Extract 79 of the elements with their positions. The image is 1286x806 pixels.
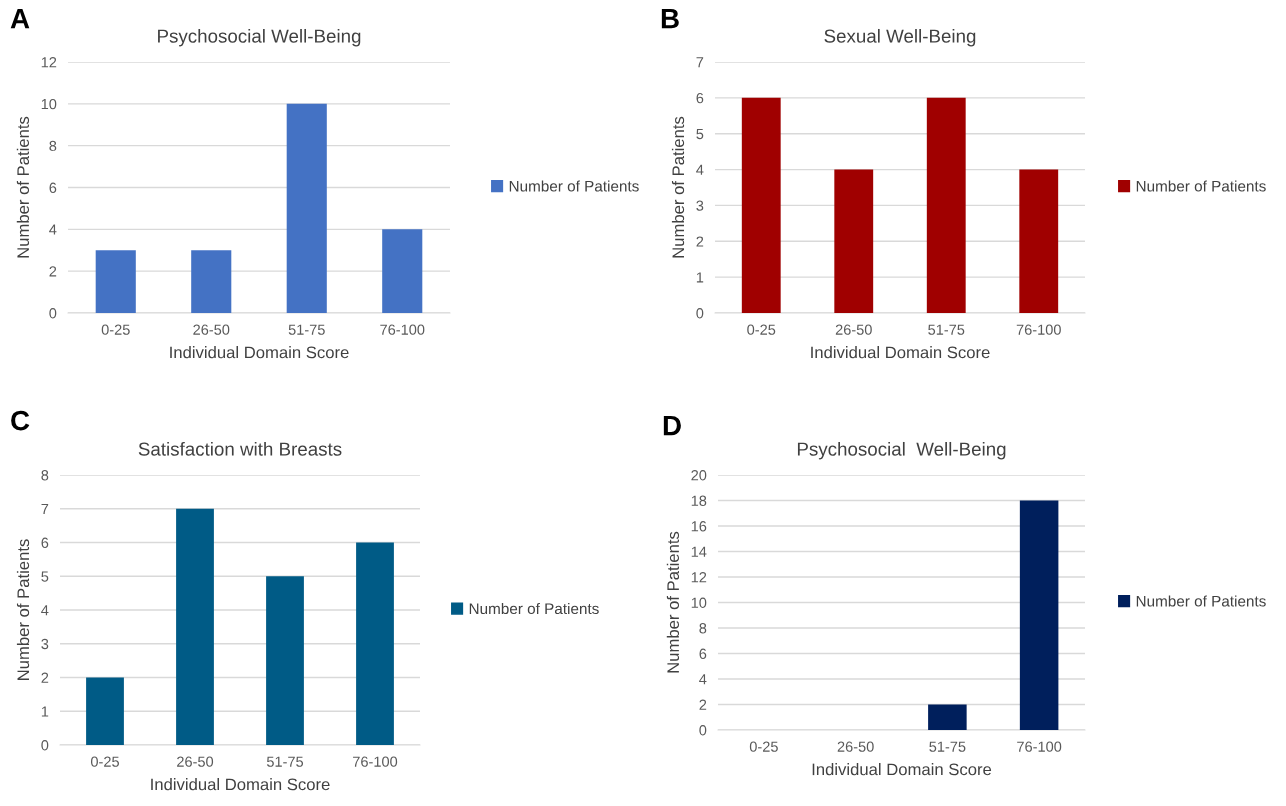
y-tick-label: 6	[49, 182, 57, 193]
y-tick-label: 0	[49, 308, 57, 319]
x-axis-title: Individual Domain Score	[170, 346, 349, 359]
y-tick-label: 20	[691, 470, 707, 481]
y-tick-label: 2	[699, 699, 707, 710]
y-tick-label: 10	[691, 597, 707, 608]
y-tick-label: 6	[41, 537, 49, 548]
y-tick-label: 5	[696, 128, 704, 140]
x-axis-title: Individual Domain Score	[811, 346, 990, 359]
bar	[191, 250, 232, 313]
y-tick-label: 0	[41, 740, 49, 751]
legend-label: Number of Patients	[1136, 595, 1266, 607]
x-tick-label: 26-50	[837, 741, 874, 752]
bar	[86, 677, 124, 745]
y-tick-label: 6	[699, 648, 707, 659]
y-tick-label: 4	[49, 224, 57, 235]
y-tick-label: 10	[41, 98, 57, 110]
bar	[382, 229, 423, 313]
y-tick-label: 4	[41, 605, 49, 616]
y-tick-label: 18	[691, 495, 707, 506]
y-tick-label: 14	[691, 546, 707, 557]
y-tick-label: 3	[41, 638, 49, 650]
y-tick-label: 7	[41, 504, 49, 515]
x-tick-label: 76-100	[380, 324, 425, 335]
y-tick-label: 8	[49, 140, 57, 152]
x-tick-label: 76-100	[1016, 324, 1061, 335]
y-tick-label: 6	[696, 92, 704, 104]
x-tick-label: 0-25	[90, 756, 119, 767]
bar	[95, 250, 136, 313]
y-tick-label: 0	[696, 308, 704, 319]
legend-label: Number of Patients	[509, 180, 639, 192]
x-tick-label: 51-75	[928, 324, 965, 335]
y-tick-label: 1	[696, 272, 704, 283]
y-tick-label: 2	[49, 266, 57, 277]
chart-title: Sexual Well-Being	[824, 28, 976, 47]
y-tick-label: 3	[696, 200, 704, 211]
y-tick-label: 1	[41, 706, 49, 717]
x-tick-label: 0-25	[749, 741, 778, 752]
y-tick-label: 4	[699, 674, 707, 685]
y-tick-label: 8	[699, 623, 707, 634]
x-tick-label: 51-75	[929, 741, 966, 752]
text: C	[11, 410, 30, 431]
legend-label: Number of Patients	[469, 602, 599, 615]
y-tick-label: 5	[41, 571, 49, 582]
x-tick-label: 51-75	[288, 324, 325, 335]
x-tick-label: 0-25	[101, 324, 130, 335]
bar	[356, 542, 394, 745]
y-tick-label: 2	[41, 672, 49, 683]
chart-title: Psychosocial Well-Being	[797, 441, 1006, 460]
x-axis-title: Individual Domain Score	[812, 763, 992, 776]
y-tick-label: 7	[696, 57, 704, 68]
text: A	[10, 9, 30, 29]
x-tick-label: 51-75	[266, 756, 304, 767]
y-axis-title: Number of Patients	[671, 116, 685, 258]
chart-title: Satisfaction with Breasts	[138, 441, 342, 456]
x-axis-title: Individual Domain Score	[151, 778, 330, 791]
text: D	[663, 416, 681, 436]
x-tick-label: 26-50	[193, 324, 230, 335]
legend-label: Number of Patients	[1136, 180, 1266, 192]
y-tick-label: 4	[696, 164, 704, 175]
x-tick-label: 76-100	[353, 756, 398, 767]
bar	[176, 508, 214, 745]
x-tick-label: 26-50	[177, 756, 214, 767]
y-tick-label: 2	[696, 236, 704, 247]
y-tick-label: 0	[699, 725, 707, 736]
y-axis-title: Number of Patients	[16, 116, 30, 258]
bar	[266, 576, 304, 745]
x-tick-label: 0-25	[747, 324, 776, 335]
x-tick-label: 26-50	[835, 324, 872, 335]
chart-title: Psychosocial Well-Being	[158, 28, 361, 47]
text: B	[661, 9, 679, 29]
y-axis-title: Number of Patients	[666, 531, 680, 673]
bar	[286, 103, 327, 313]
y-tick-label: 16	[691, 521, 707, 532]
x-tick-label: 76-100	[1017, 741, 1062, 752]
y-axis-title: Number of Patients	[16, 539, 30, 680]
y-tick-label: 8	[41, 470, 49, 481]
y-tick-label: 12	[41, 57, 57, 68]
y-tick-label: 12	[691, 572, 707, 583]
